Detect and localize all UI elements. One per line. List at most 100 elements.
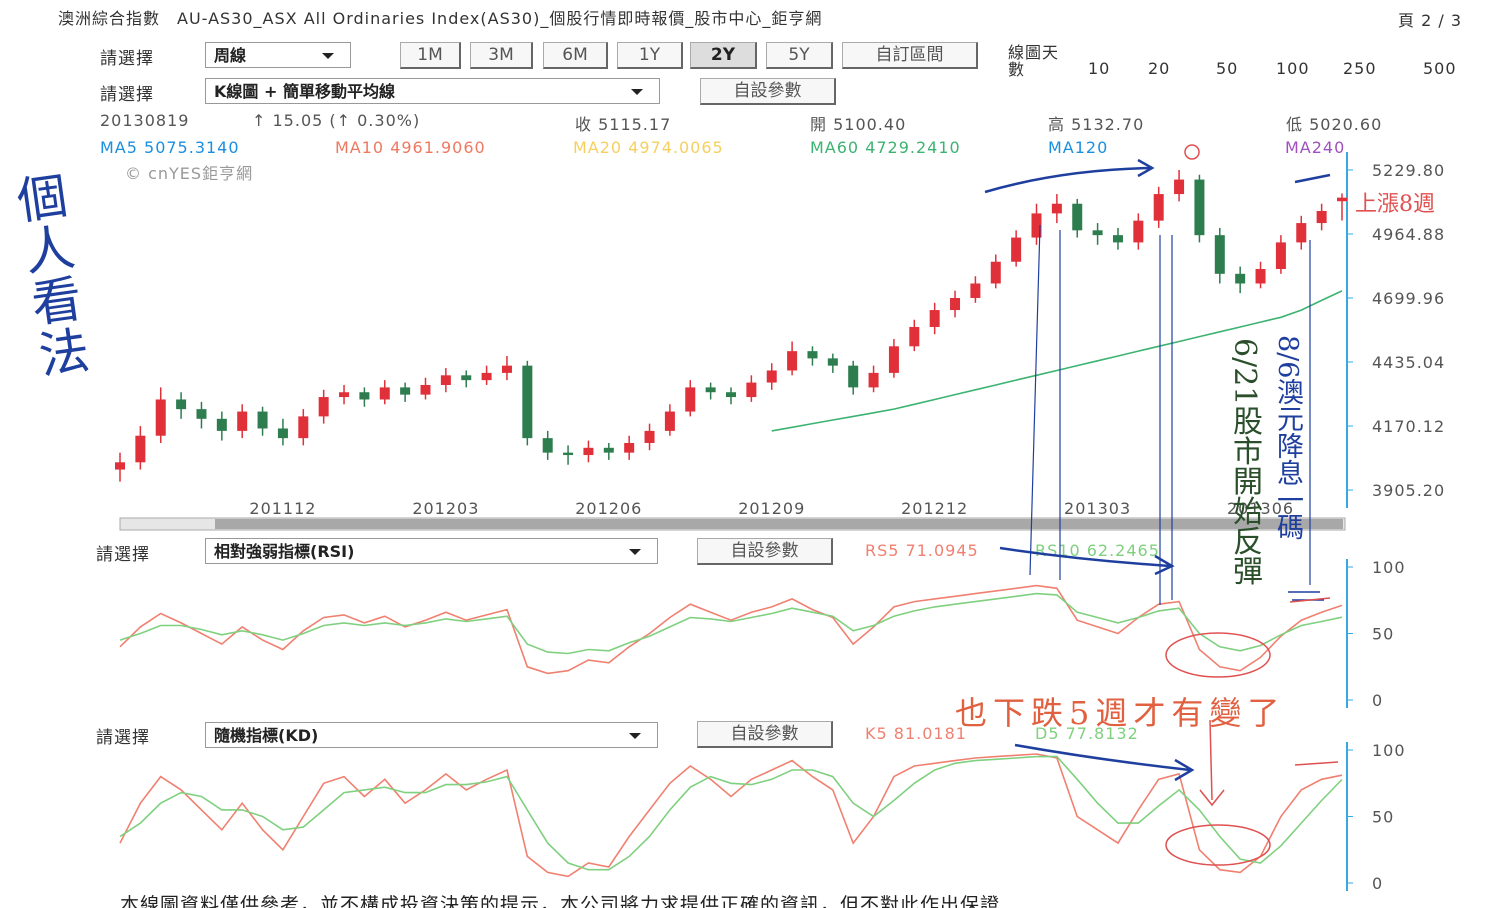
candle-body [400,387,411,395]
candle-body [929,310,940,327]
handwritten-note: 6/21股市開始反彈 [1227,338,1262,586]
quote-date: 20130819 [100,111,190,130]
candle-body [318,397,329,417]
candle-body [440,375,451,385]
legend-label: MA10 4961.9060 [335,138,486,157]
legend-label: MA20 4974.0065 [573,138,724,157]
chart-type-select[interactable]: K線圖 + 簡單移動平均線 [205,78,660,104]
series-line [119,584,1343,675]
range-button[interactable]: 6M [543,42,608,69]
range-button[interactable]: 1Y [617,42,683,69]
quote-open: 開 5100.40 [810,115,907,134]
y-tick-label: 50 [1372,625,1394,644]
legend-label: RS10 62.2465 [1035,541,1160,560]
range-button[interactable]: 3M [470,42,533,69]
candle-body [542,438,553,453]
candle-body [664,411,675,431]
days-option[interactable]: 500 [1423,59,1457,78]
candle-body [176,399,187,410]
candle-body [1051,203,1062,214]
candle-body [1011,237,1022,262]
y-tick-label: 100 [1372,558,1406,577]
y-tick-label: 100 [1372,741,1406,760]
candle-body [563,452,574,456]
candle-body [909,326,920,347]
candle-body [746,382,757,398]
days-option[interactable]: 250 [1343,59,1377,78]
x-tick-label: 201303 [1064,499,1131,518]
handwritten-note: 8/6澳元降息一碼 [1272,335,1303,541]
quote-low: 低 5020.60 [1286,115,1383,134]
candle-body [726,392,736,398]
custom-button[interactable]: 自設參數 [697,538,833,565]
candle-body [1214,235,1225,274]
handwritten-note: 也下跌5週才有變了 [955,694,1286,732]
disclaimer: 本線圖資料僅供參考，並不構成投資決策的提示，本公司將力求提供正確的資訊，但不對此… [120,894,1001,908]
days-label: 線圖天數 [1008,43,1060,79]
page-number: 頁 2 / 3 [1398,11,1463,30]
y-tick-label: 50 [1372,808,1394,827]
y-tick-label: 4699.96 [1372,289,1445,308]
select-label: 請選擇 [100,85,154,105]
days-option[interactable]: 20 [1148,59,1171,78]
custom-range-button[interactable]: 自訂區間 [842,42,978,69]
x-tick-label: 201212 [901,499,968,518]
days-option[interactable]: 100 [1276,59,1310,78]
scrollbar-thumb [215,519,1343,529]
candle-body [339,392,350,398]
candle-body [787,351,798,371]
range-button[interactable]: 2Y [690,42,757,69]
candle-body [1235,273,1246,284]
y-tick-label: 4964.88 [1372,225,1445,244]
legend-label: K5 81.0181 [865,724,967,743]
range-button[interactable]: 5Y [766,42,833,69]
candle-body [277,428,288,439]
y-tick-label: 3905.20 [1372,481,1445,500]
legend-label: MA240 [1285,138,1345,157]
page-title: 澳洲綜合指數 AU-AS30_ASX All Ordinaries Index(… [58,9,823,28]
period-select[interactable]: 周線 [205,42,351,68]
handwritten-note: 上漲8週 [1355,192,1435,217]
candle-body [1031,213,1042,238]
quote-change: ↑ 15.05 (↑ 0.30%) [252,111,421,130]
x-tick-label: 201206 [575,499,642,518]
quote-close: 收 5115.17 [575,115,672,134]
candle-body [115,462,125,470]
select-label: 請選擇 [100,49,154,69]
candle-body [216,418,227,431]
candle-body [135,435,146,463]
candle-body [644,430,655,443]
indicator-select[interactable]: 隨機指標(KD) [205,722,658,748]
days-option[interactable]: 10 [1088,59,1111,78]
y-tick-label: 0 [1372,874,1383,893]
range-button[interactable]: 1M [400,42,461,69]
candle-body [888,346,899,373]
candle-body [298,416,309,439]
candle-body [1072,203,1083,231]
legend-label: RS5 71.0945 [865,541,979,560]
candle-body [1316,210,1327,224]
candle-body [1112,235,1123,243]
candle-body [461,375,472,381]
y-tick-label: 4170.12 [1372,417,1445,436]
days-option[interactable]: 50 [1216,59,1239,78]
indicator-select[interactable]: 相對強弱指標(RSI) [205,538,658,564]
y-tick-label: 5229.80 [1372,161,1445,180]
candle-body [1337,197,1347,202]
candle-body [1296,223,1307,243]
x-tick-label: 201112 [249,499,316,518]
candle-body [685,387,696,412]
custom-button[interactable]: 自設參數 [700,78,836,105]
candle-body [237,411,248,431]
candle-body [970,283,981,298]
candle-body [827,358,838,366]
legend-label: MA5 5075.3140 [100,138,240,157]
quote-high: 高 5132.70 [1048,115,1145,134]
candle-body [868,372,879,388]
custom-button[interactable]: 自設參數 [697,721,833,748]
y-tick-label: 4435.04 [1372,353,1445,372]
candle-body [1153,194,1164,221]
candle-body [501,365,512,373]
